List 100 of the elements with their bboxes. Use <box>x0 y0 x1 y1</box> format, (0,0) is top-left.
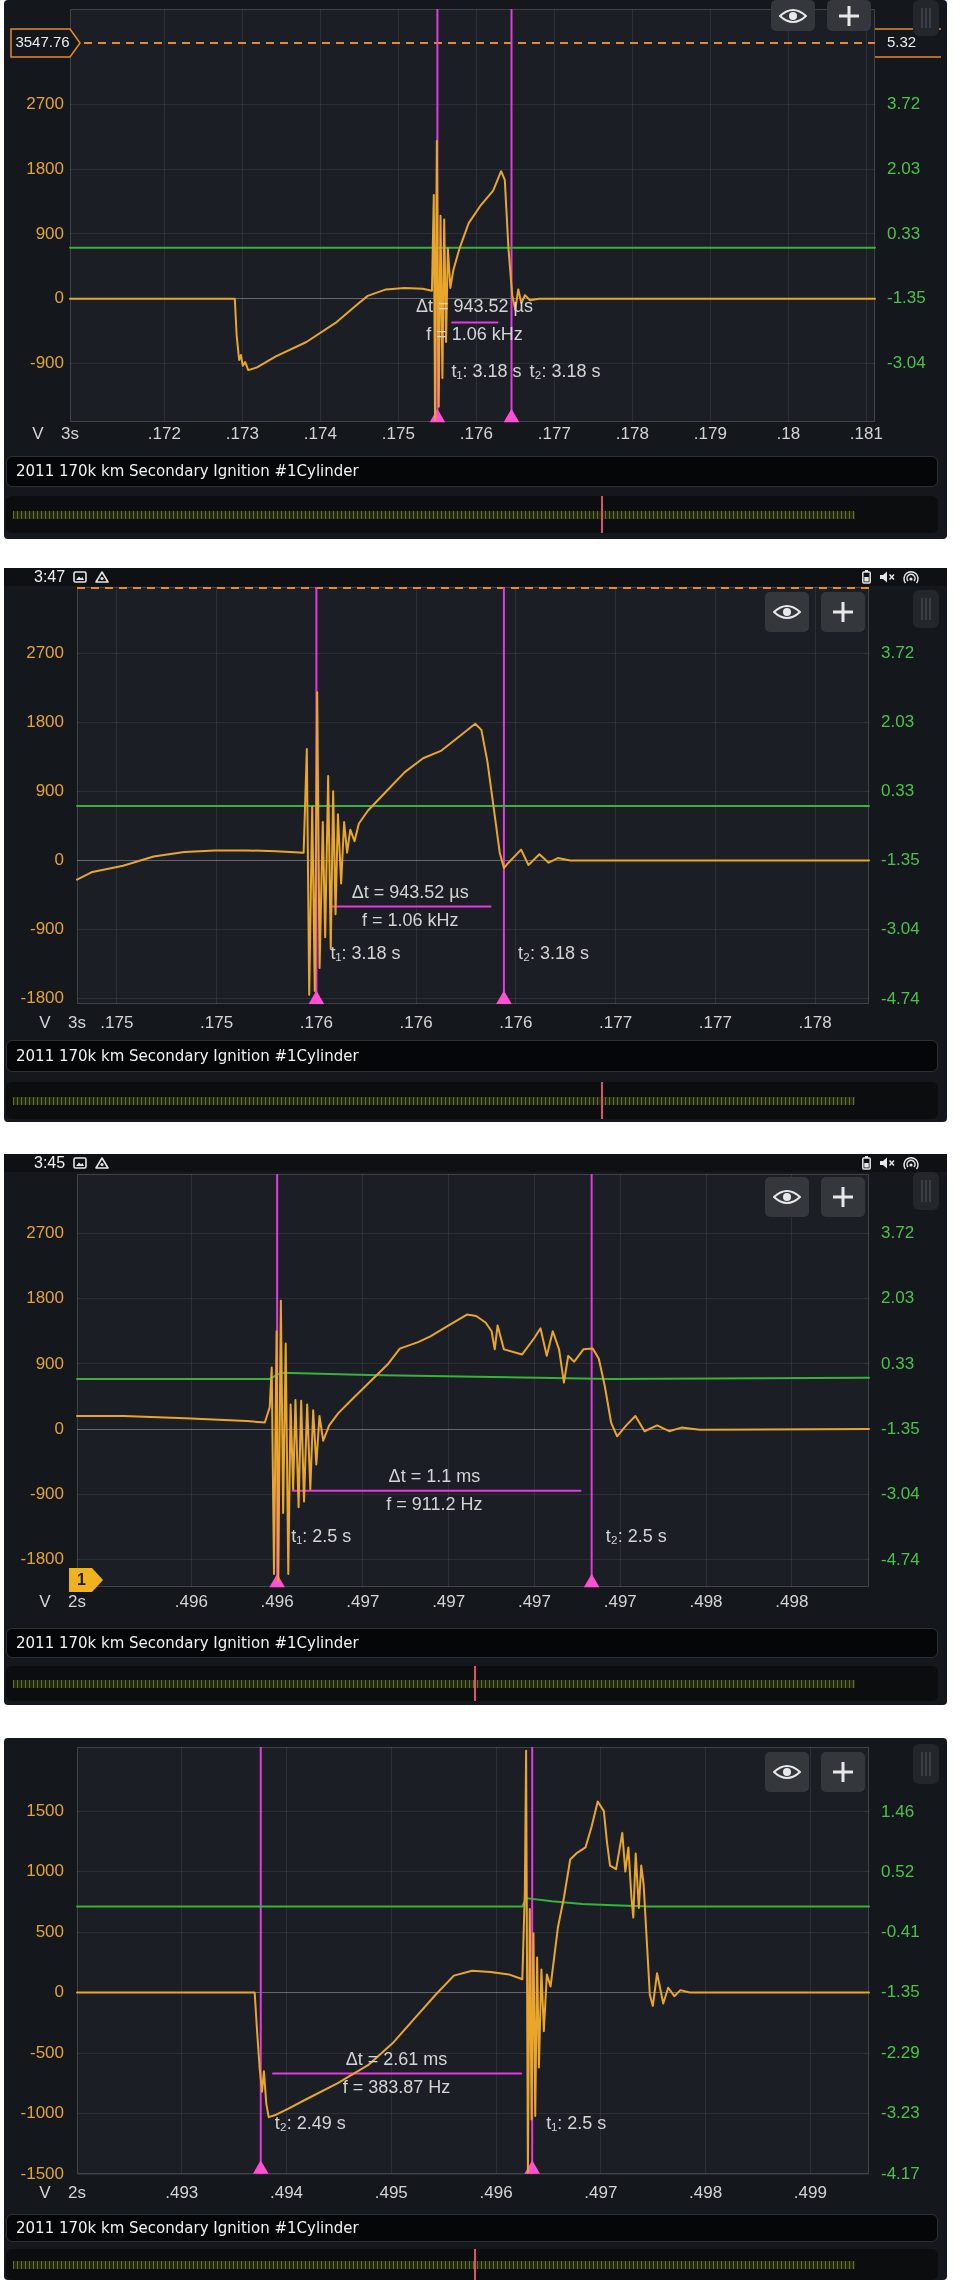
y-tick-label: -500 <box>29 2042 64 2062</box>
y-tick-label: -900 <box>29 919 64 939</box>
x-tick-label: .498 <box>775 1591 809 1611</box>
y2-tick-label: 0.33 <box>881 781 915 801</box>
x-tick-label: .175 <box>100 1012 134 1032</box>
x-tick-label: .176 <box>299 1012 333 1032</box>
y2-tick-label: -1.35 <box>881 1982 920 2002</box>
text: 2011 170k km Secondary Ignition #1Cylinder <box>16 461 359 482</box>
y-axis-title: V <box>39 1591 52 1611</box>
x-tick-label: .173 <box>225 423 259 443</box>
y2-tick-label: -4.74 <box>881 1549 920 1569</box>
y2-tick-label: 3.72 <box>881 642 915 662</box>
y2-tick-label: -1.35 <box>881 1418 920 1438</box>
y-tick-label: 0 <box>54 1418 64 1438</box>
y2-tick-label: -3.04 <box>887 353 926 373</box>
annotation: t₁: 2.5 s <box>546 2112 607 2133</box>
x-tick-label: .495 <box>374 2182 408 2202</box>
x-tick-label: .498 <box>689 1591 723 1611</box>
x-axis-title: 2s <box>68 2182 86 2202</box>
y2-tick-label: -1.35 <box>887 288 926 308</box>
y-tick-label: 900 <box>35 1353 64 1373</box>
x-tick-label: .498 <box>689 2182 723 2202</box>
x-tick-label: .177 <box>698 1012 732 1032</box>
y-tick-label: 1500 <box>26 1800 64 1820</box>
y2-tick-label: 3.72 <box>887 93 921 113</box>
y2-tick-label: -3.04 <box>881 919 920 939</box>
x-tick-label: .497 <box>517 1591 552 1611</box>
x-tick-label: .174 <box>303 423 337 443</box>
y-axis-title: V <box>39 2182 52 2202</box>
x-tick-label: .497 <box>346 1591 380 1611</box>
y-tick-label: -1500 <box>20 2163 64 2183</box>
annotation: t₂: 3.18 s <box>529 360 601 381</box>
chart-subtitle: 3:45 <box>34 1154 66 1172</box>
annotation: t₁: 3.18 s <box>451 360 522 381</box>
text: 2011 170k km Secondary Ignition #1Cylinder <box>16 1046 359 1067</box>
y2-tick-label: -0.41 <box>881 1921 920 1941</box>
y-tick-label: -1800 <box>20 1549 64 1569</box>
x-axis-title: 2s <box>68 1591 86 1611</box>
x-tick-label: .176 <box>459 423 493 443</box>
ref-line-label: 3547.76 <box>15 33 70 51</box>
annotation: t₂: 2.49 s <box>274 2112 346 2133</box>
annotation: f = 911.2 Hz <box>386 1493 483 1514</box>
y-tick-label: 1800 <box>26 711 64 731</box>
y2-tick-label: -4.74 <box>881 988 920 1008</box>
y-tick-label: 900 <box>35 780 64 800</box>
y-tick-label: 2700 <box>26 1223 64 1243</box>
y2-tick-label: 0.33 <box>887 224 921 243</box>
x-tick-label: .494 <box>269 2182 304 2202</box>
x-tick-label: .176 <box>399 1012 433 1032</box>
y-tick-label: -900 <box>29 1483 64 1503</box>
y-tick-label: -1800 <box>20 988 64 1008</box>
annotation: Δt = 943.52 µs <box>351 881 469 902</box>
text: 2011 170k km Secondary Ignition #1Cylinder <box>16 1633 359 1654</box>
y2-tick-label: -4.17 <box>881 2163 920 2183</box>
y-tick-label: 0 <box>54 1982 64 2002</box>
x-tick-label: .178 <box>798 1012 832 1032</box>
y-tick-label: 2700 <box>26 642 64 662</box>
y-tick-label: 1000 <box>26 1861 64 1881</box>
y2-tick-label: 2.03 <box>881 711 915 731</box>
x-tick-label: .496 <box>260 1591 294 1611</box>
x-tick-label: .499 <box>793 2182 827 2202</box>
y2-tick-label: -1.35 <box>881 850 920 870</box>
text: 2011 170k km Secondary Ignition #1Cylinder <box>16 2218 359 2239</box>
y-tick-label: 1800 <box>26 158 64 178</box>
x-tick-label: .493 <box>165 2182 199 2202</box>
x-tick-label: .177 <box>599 1012 633 1032</box>
y-tick-label: 2700 <box>26 93 64 113</box>
x-tick-label: .496 <box>479 2182 513 2202</box>
annotation: f = 1.06 kHz <box>361 909 459 930</box>
annotation: t₁: 3.18 s <box>330 942 401 963</box>
annotation: 5.32 <box>887 33 917 51</box>
y2-tick-label: -3.04 <box>881 1484 920 1504</box>
y-tick-label: 0 <box>54 850 64 870</box>
annotation: t₂: 3.18 s <box>517 942 589 963</box>
x-tick-label: .497 <box>603 1591 637 1611</box>
y-tick-label: 0 <box>54 288 64 308</box>
x-tick-label: .497 <box>584 2182 618 2202</box>
x-tick-label: .181 <box>849 423 883 443</box>
annotation: Δt = 943.52 µs <box>415 295 533 316</box>
y-tick-label: 500 <box>35 1921 64 1941</box>
annotation: t₂: 2.5 s <box>605 1525 667 1546</box>
y2-tick-label: 2.03 <box>887 158 921 178</box>
y2-tick-label: -3.23 <box>881 2103 920 2123</box>
y-tick-label: 1800 <box>26 1288 64 1308</box>
y2-tick-label: -2.29 <box>881 2042 920 2062</box>
x-tick-label: .177 <box>537 423 571 443</box>
x-tick-label: .179 <box>693 423 727 443</box>
x-axis-title: 3s <box>68 1012 86 1032</box>
y2-tick-label: 0.52 <box>881 1862 915 1882</box>
y-tick-label: -1000 <box>20 2103 64 2123</box>
y-tick-label: 900 <box>35 223 64 243</box>
y2-tick-label: 0.33 <box>881 1353 915 1373</box>
annotation: t₁: 2.5 s <box>291 1525 352 1546</box>
chart-subtitle: 3:47 <box>34 568 66 586</box>
annotation: Δt = 1.1 ms <box>388 1465 481 1486</box>
annotation: 1 <box>77 1571 87 1589</box>
y2-tick-label: 1.46 <box>881 1801 915 1821</box>
y-tick-label: -900 <box>29 353 64 373</box>
y2-tick-label: 2.03 <box>881 1288 915 1308</box>
x-tick-label: .496 <box>174 1591 208 1611</box>
